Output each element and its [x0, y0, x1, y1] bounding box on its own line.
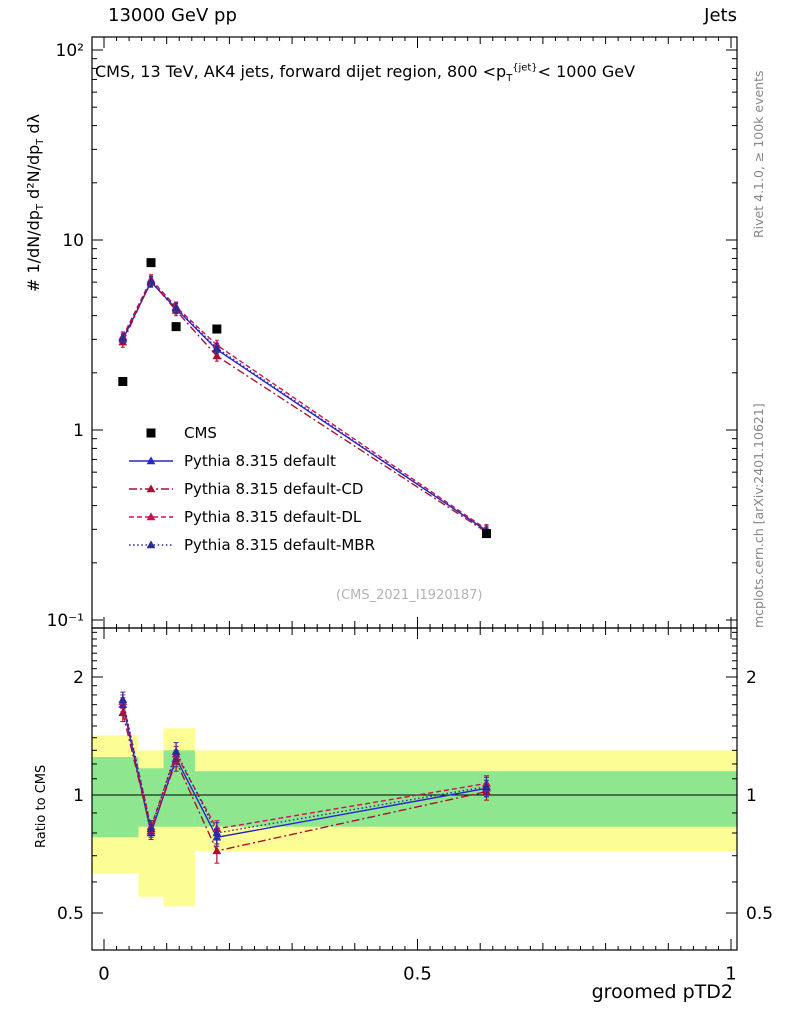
main-y-axis-label: # 1/dN/dpT d²N/dpT dλ [24, 114, 46, 292]
plot-title-text2: < 1000 GeV [537, 62, 636, 81]
svg-text:10⁻¹: 10⁻¹ [47, 611, 84, 631]
ylabel-part: # 1/dN/dp [24, 210, 43, 292]
pythia-cd-line-marker-icon [129, 484, 173, 493]
svg-text:0: 0 [98, 963, 109, 984]
svg-text:1: 1 [73, 421, 84, 441]
pythia-mbr-line-marker-icon [129, 540, 173, 549]
axis-ticks: 0 0.5 1 10² 10 1 10⁻¹ 2 2 1 1 0.5 0.5 [47, 37, 773, 984]
plot-title-sub: T [506, 73, 513, 85]
svg-text:10²: 10² [56, 41, 84, 61]
beam-energy-label: 13000 GeV pp [108, 5, 237, 26]
legend-label-pythia-mbr: Pythia 8.315 default-MBR [184, 536, 375, 554]
legend-label-pythia-cd: Pythia 8.315 default-CD [184, 480, 364, 498]
svg-text:0.5: 0.5 [57, 904, 84, 924]
plot-title: CMS, 13 TeV, AK4 jets, forward dijet reg… [95, 62, 635, 84]
legend-item-pythia-mbr: Pythia 8.315 default-MBR [127, 531, 375, 559]
analysis-id-watermark: (CMS_2021_I1920187) [336, 588, 483, 603]
cms-data-points [118, 258, 491, 539]
legend-item-pythia-cd: Pythia 8.315 default-CD [127, 475, 375, 503]
mcplots-credit-label: mcplots.cern.ch [arXiv:2401.10621] [751, 403, 766, 628]
legend-item-cms: CMS [127, 419, 375, 447]
ylabel-part: d²N/dp [24, 144, 43, 205]
ylabel-sub: T [35, 138, 47, 145]
ratio-y-axis-label: Ratio to CMS [34, 764, 49, 848]
svg-text:2: 2 [746, 668, 757, 688]
svg-text:2: 2 [73, 668, 84, 688]
svg-text:0.5: 0.5 [403, 963, 432, 984]
process-label: Jets [704, 5, 737, 26]
legend-label-pythia-dl: Pythia 8.315 default-DL [184, 508, 362, 526]
cms-square-marker-icon [146, 428, 156, 438]
svg-text:1: 1 [725, 963, 736, 984]
ylabel-sub: T [35, 204, 47, 211]
pythia-dl-line-marker-icon [129, 512, 173, 521]
legend-item-pythia-default: Pythia 8.315 default [127, 447, 375, 475]
plot-frames [91, 36, 738, 951]
legend: CMS Pythia 8.315 default Pythia 8.315 de… [127, 419, 375, 559]
svg-text:1: 1 [746, 786, 757, 806]
pythia-default-line-marker-icon [129, 456, 173, 465]
x-axis-label: groomed pTD2 [591, 981, 733, 1003]
legend-label-cms: CMS [184, 424, 217, 442]
svg-text:10: 10 [62, 231, 84, 251]
legend-item-pythia-dl: Pythia 8.315 default-DL [127, 503, 375, 531]
svg-text:1: 1 [73, 786, 84, 806]
ratio-panel-series [118, 691, 491, 864]
svg-text:0.5: 0.5 [746, 904, 773, 924]
plot-title-text: CMS, 13 TeV, AK4 jets, forward dijet reg… [95, 62, 507, 81]
legend-label-pythia-default: Pythia 8.315 default [184, 452, 336, 470]
ratio-uncertainty-bands [92, 728, 738, 907]
plot-title-sup: {jet} [512, 62, 538, 74]
rivet-version-label: Rivet 4.1.0, ≥ 100k events [751, 70, 766, 238]
ylabel-part: dλ [24, 113, 43, 139]
